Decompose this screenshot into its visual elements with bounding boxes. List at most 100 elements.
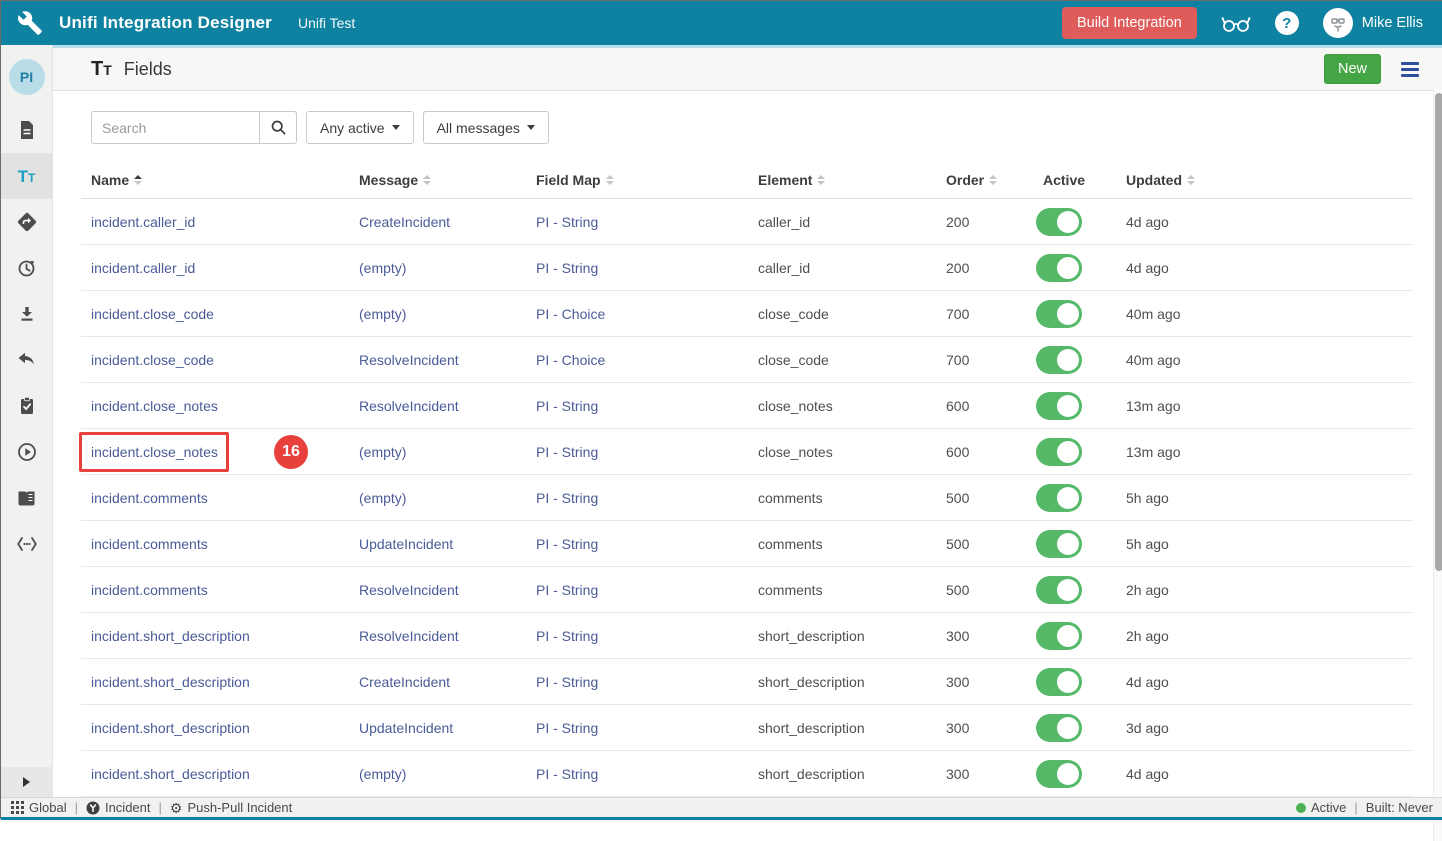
build-integration-button[interactable]: Build Integration [1061,7,1197,39]
message-filter-dropdown[interactable]: All messages [422,111,549,144]
name-link[interactable]: incident.close_notes [91,443,218,460]
sidebar-item-field-maps[interactable] [1,199,53,245]
message-link[interactable]: ResolveIncident [359,581,459,598]
active-toggle[interactable] [1036,207,1082,236]
field-map-link[interactable]: PI - String [536,673,599,690]
vertical-scrollbar[interactable] [1433,89,1442,841]
message-link[interactable]: (empty) [359,443,407,460]
user-name: Mike Ellis [1361,15,1423,31]
glasses-icon[interactable] [1221,12,1251,34]
help-icon[interactable]: ? [1274,11,1299,35]
element-value: close_notes [758,443,833,460]
name-link[interactable]: incident.caller_id [91,213,196,230]
field-map-link[interactable]: PI - String [536,581,599,598]
sidebar-item-run[interactable] [1,429,53,475]
name-link[interactable]: incident.short_description [91,765,250,782]
field-map-link[interactable]: PI - Choice [536,351,606,368]
message-link[interactable]: ResolveIncident [359,627,459,644]
active-filter-dropdown[interactable]: Any active [306,111,414,144]
active-toggle[interactable] [1036,483,1082,512]
sidebar-item-code[interactable] [1,521,53,567]
scrollbar-thumb[interactable] [1435,93,1442,571]
active-toggle[interactable] [1036,391,1082,420]
search-button[interactable] [259,111,297,144]
active-toggle[interactable] [1036,437,1082,466]
field-map-link[interactable]: PI - String [536,397,599,414]
name-link[interactable]: incident.comments [91,581,208,598]
active-toggle[interactable] [1036,759,1082,788]
sidebar-item-documentation[interactable] [1,475,53,521]
menu-icon[interactable] [1399,60,1421,79]
field-map-link[interactable]: PI - String [536,213,599,230]
integration-avatar[interactable]: PI [8,59,45,95]
field-map-link[interactable]: PI - String [536,443,599,460]
document-icon [20,121,33,139]
column-header-message[interactable]: Message [359,172,536,188]
order-value: 600 [946,443,970,460]
search-icon [271,120,285,135]
field-map-link[interactable]: PI - String [536,259,599,276]
table-row: incident.close_notes ResolveIncident PI - … [81,383,1413,429]
column-header-element[interactable]: Element [758,172,946,188]
sidebar-item-history[interactable] [1,245,53,291]
status-label: Active [1311,800,1347,815]
active-toggle[interactable] [1036,253,1082,282]
name-link[interactable]: incident.close_code [91,305,214,322]
order-value: 300 [946,673,970,690]
field-map-link[interactable]: PI - String [536,627,599,644]
field-map-link[interactable]: PI - String [536,719,599,736]
sort-icon [605,174,614,185]
column-header-name[interactable]: Name [91,172,359,188]
search-input[interactable] [91,111,259,144]
column-header-updated[interactable]: Updated [1126,172,1413,188]
column-header-field_map[interactable]: Field Map [536,172,758,188]
field-map-link[interactable]: PI - String [536,489,599,506]
element-value: caller_id [758,259,811,276]
updated-value: 5h ago [1126,489,1169,506]
message-link[interactable]: (empty) [359,489,407,506]
message-link[interactable]: UpdateIncident [359,719,454,736]
name-link[interactable]: incident.short_description [91,627,250,644]
user-menu[interactable]: Mike Ellis [1322,8,1423,38]
name-link[interactable]: incident.comments [91,489,208,506]
app-header: Unifi Integration Designer Unifi Test Bu… [1,1,1442,45]
name-link[interactable]: incident.close_notes [91,397,218,414]
message-link[interactable]: CreateIncident [359,213,451,230]
clipboard-check-icon [20,396,33,414]
sidebar-item-documents[interactable] [1,107,53,153]
message-link[interactable]: ResolveIncident [359,397,459,414]
sidebar-item-fields[interactable]: TT [0,153,53,199]
active-toggle[interactable] [1036,667,1082,696]
field-map-link[interactable]: PI - String [536,765,599,782]
field-map-link[interactable]: PI - String [536,535,599,552]
message-link[interactable]: (empty) [359,305,407,322]
name-link[interactable]: incident.short_description [91,719,250,736]
message-link[interactable]: (empty) [359,765,407,782]
sidebar-collapse-button[interactable] [0,767,53,797]
new-button[interactable]: New [1323,54,1381,84]
active-toggle[interactable] [1036,299,1082,328]
active-toggle[interactable] [1036,529,1082,558]
active-toggle[interactable] [1036,621,1082,650]
active-toggle[interactable] [1036,575,1082,604]
name-link[interactable]: incident.close_code [91,351,214,368]
sidebar-item-download[interactable] [1,291,53,337]
sidebar-item-response[interactable] [1,337,53,383]
scope-indicator[interactable]: Global [11,800,67,815]
active-toggle[interactable] [1036,713,1082,742]
message-link[interactable]: (empty) [359,259,407,276]
table-row: incident.short_description ResolveInciden… [81,613,1413,659]
process-indicator[interactable]: Incident [86,800,151,815]
message-link[interactable]: UpdateIncident [359,535,454,552]
name-link[interactable]: incident.comments [91,535,208,552]
name-link[interactable]: incident.short_description [91,673,250,690]
active-toggle[interactable] [1036,345,1082,374]
message-link[interactable]: CreateIncident [359,673,451,690]
integration-indicator[interactable]: ⚙ Push-Pull Incident [169,799,293,816]
name-link[interactable]: incident.caller_id [91,259,196,276]
message-link[interactable]: ResolveIncident [359,351,459,368]
field-map-link[interactable]: PI - Choice [536,305,606,322]
column-header-order[interactable]: Order [946,172,1036,188]
sidebar-item-tasks[interactable] [1,383,53,429]
sort-icon [1187,174,1195,185]
